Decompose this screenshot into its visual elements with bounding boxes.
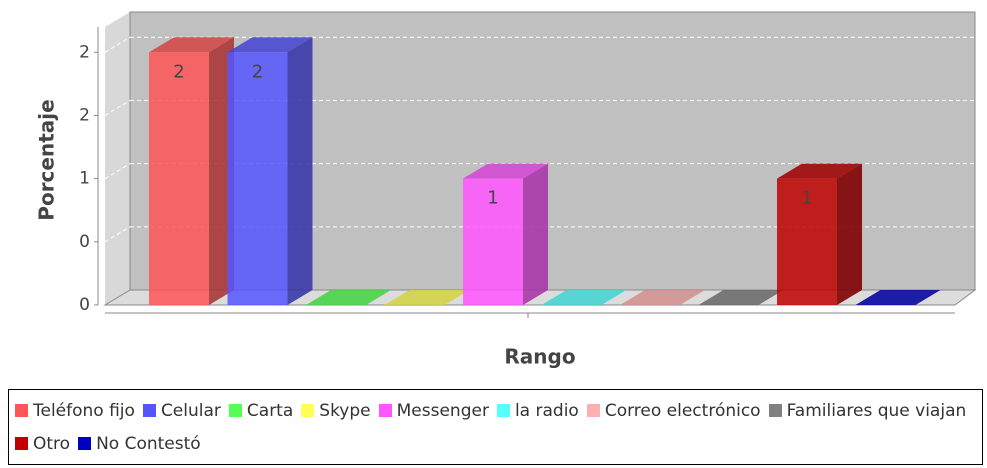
- grid-line: [104, 36, 131, 53]
- legend-label: Carta: [246, 400, 294, 421]
- legend-label: Correo electrónico: [604, 400, 761, 421]
- legend-item: Carta: [228, 400, 294, 421]
- y-tick-label: 2: [79, 42, 90, 62]
- legend-swatch: [378, 404, 392, 417]
- legend-swatch: [15, 437, 28, 450]
- legend-item: Skype: [301, 400, 371, 421]
- data-label: 1: [801, 188, 812, 209]
- bar: [463, 178, 523, 305]
- grid-line: [104, 226, 131, 243]
- legend-item: No Contestó: [78, 434, 201, 454]
- x-axis-label: Rango: [504, 345, 575, 369]
- bar-side-shade: [837, 163, 862, 305]
- legend-item: Messenger: [378, 400, 489, 421]
- data-label: 2: [173, 61, 184, 82]
- y-tick-label: 0: [79, 295, 90, 315]
- bar-side-shade: [287, 37, 313, 305]
- bar-top-shade: [227, 37, 313, 53]
- legend-label: Celular: [160, 400, 221, 421]
- bar: [777, 178, 837, 305]
- legend-swatch: [228, 404, 242, 417]
- legend-item: Celular: [142, 400, 221, 421]
- bar-top-shade: [463, 163, 548, 179]
- y-tick-label: 2: [79, 105, 90, 125]
- bar-top: [855, 290, 941, 305]
- bar-side: [523, 163, 548, 305]
- bar-top-shade: [306, 290, 391, 305]
- legend-label: Messenger: [396, 400, 489, 421]
- legend-item: Otro: [15, 434, 70, 454]
- bar-top: [306, 290, 391, 305]
- data-label: 2: [252, 61, 263, 82]
- legend-item: la radio: [496, 400, 579, 421]
- bar-side: [287, 37, 313, 305]
- bar-top: [620, 290, 705, 305]
- bar-top: [463, 163, 548, 179]
- left-wall: [105, 12, 130, 305]
- legend-swatch: [768, 404, 782, 417]
- bar-top: [149, 37, 234, 53]
- bar-top-shade: [541, 290, 627, 305]
- legend-swatch: [15, 404, 28, 417]
- y-axis-label: Porcentaje: [35, 99, 59, 220]
- chart: Porcentaje Rango 0 0 1 2 2 2 2 1 1: [35, 11, 977, 369]
- legend-swatch: [496, 404, 510, 417]
- bar-top: [541, 290, 627, 305]
- legend-label: Skype: [319, 400, 371, 421]
- grid-line: [104, 163, 131, 180]
- grid-line: [104, 100, 131, 116]
- bar-top: [384, 290, 470, 305]
- bar-side: [837, 163, 862, 305]
- bar-top-shade: [777, 163, 862, 179]
- legend: Teléfono fijo Celular Carta Skype Messenger l…: [8, 389, 983, 465]
- legend-swatch: [78, 437, 92, 450]
- legend-label: la radio: [514, 400, 579, 421]
- bar-side-shade: [523, 163, 548, 305]
- legend-item: Familiares que viajan: [768, 400, 967, 421]
- bar-top-shade: [620, 290, 705, 305]
- y-tick-label: 1: [79, 169, 90, 189]
- bar-top-shade: [698, 290, 784, 305]
- bar: [227, 52, 288, 305]
- bar-top: [698, 290, 784, 305]
- bar-top-shade: [149, 37, 234, 53]
- legend-label: Familiares que viajan: [786, 400, 967, 421]
- y-tick-label: 0: [79, 232, 90, 252]
- legend-item: Correo electrónico: [586, 400, 761, 421]
- legend-item: Teléfono fijo: [15, 401, 135, 421]
- bar-top-shade: [384, 290, 470, 305]
- bar-top: [777, 163, 862, 179]
- bar-top-shade: [855, 290, 941, 305]
- legend-swatch: [586, 404, 600, 417]
- legend-swatch: [301, 404, 315, 417]
- bar-top: [227, 37, 313, 53]
- legend-label: No Contestó: [96, 433, 201, 454]
- legend-swatch: [142, 404, 156, 417]
- legend-label: Otro: [33, 433, 71, 454]
- legend-label: Teléfono fijo: [33, 400, 135, 421]
- data-label: 1: [487, 188, 498, 209]
- bar: [149, 52, 209, 305]
